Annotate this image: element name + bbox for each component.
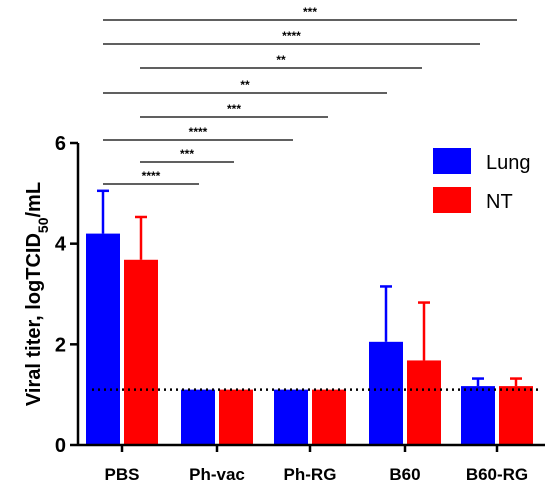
bar-lung-ph-vac xyxy=(181,389,215,445)
significance-label: **** xyxy=(189,125,208,139)
bar-lung-b60-rg xyxy=(461,386,495,445)
bar-nt-ph-vac xyxy=(219,389,253,445)
y-tick-label: 0 xyxy=(55,435,66,457)
significance-label: *** xyxy=(227,102,241,116)
x-tick-label: Ph-vac xyxy=(189,465,245,484)
x-tick-label: Ph-RG xyxy=(284,465,337,484)
significance-label: **** xyxy=(142,169,161,183)
y-tick-label: 2 xyxy=(55,334,66,356)
bar-nt-ph-rg xyxy=(312,389,346,445)
significance-label: **** xyxy=(282,29,301,43)
legend-label-nt: NT xyxy=(486,191,513,213)
bar-lung-pbs xyxy=(86,233,120,445)
significance-label: ** xyxy=(276,53,286,67)
significance-label: *** xyxy=(303,5,317,19)
x-tick-label: B60 xyxy=(389,465,420,484)
significance-label: *** xyxy=(180,147,194,161)
significance-label: ** xyxy=(240,78,250,92)
legend-swatch-lung xyxy=(433,148,471,174)
bar-nt-b60-rg xyxy=(499,386,533,445)
legend-label-lung: Lung xyxy=(486,152,531,174)
bar-lung-b60 xyxy=(369,341,403,445)
x-tick-label: PBS xyxy=(105,465,140,484)
y-axis-label: Viral titer, logTCID50/mL xyxy=(23,182,51,406)
plot-area: 0 2 4 6 PBS Ph-vac Ph-RG B60 B60-RG Viral titer, … xyxy=(23,5,545,484)
bar-nt-b60 xyxy=(407,360,441,445)
y-tick-label: 6 xyxy=(55,133,66,155)
legend-swatch-nt xyxy=(433,187,471,213)
x-tick-label: B60-RG xyxy=(466,465,528,484)
bar-lung-ph-rg xyxy=(274,389,308,445)
bar-nt-pbs xyxy=(124,259,158,445)
y-tick-label: 4 xyxy=(55,234,67,256)
